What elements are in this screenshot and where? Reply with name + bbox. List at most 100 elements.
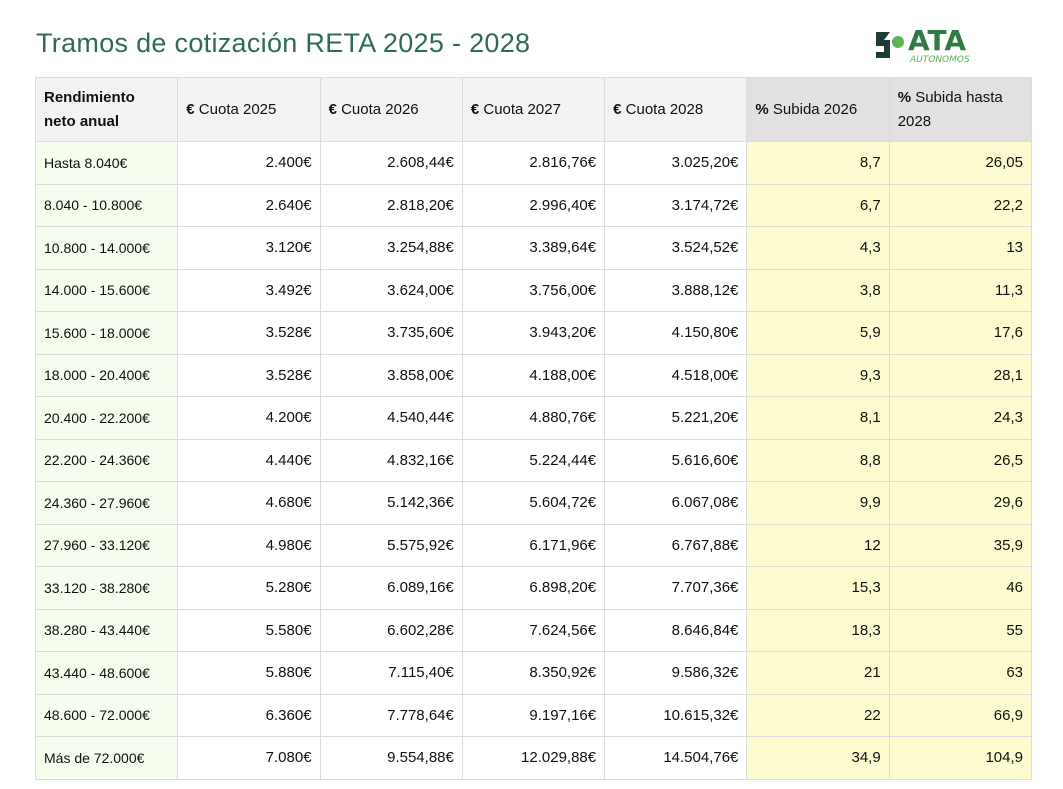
table-cell: 3.492€ xyxy=(177,268,321,312)
table-cell: 28,1 xyxy=(888,353,1033,397)
table-cell: 9.586,32€ xyxy=(604,651,748,695)
table-cell: 3.524,52€ xyxy=(604,226,748,270)
table-cell: 33.120 - 38.280€ xyxy=(34,566,179,610)
header-text: Subida hasta 2028 xyxy=(897,88,1003,130)
table-cell: 15,3 xyxy=(746,566,890,610)
table-cell: 4.200€ xyxy=(177,396,321,440)
column-header: € Cuota 2026 xyxy=(319,77,463,142)
table-cell: 63 xyxy=(888,651,1033,695)
header-strong: € xyxy=(470,100,480,118)
table-cell: 18,3 xyxy=(746,608,890,652)
table-cell: 6.067,08€ xyxy=(604,481,748,525)
table-cell: 2.400€ xyxy=(177,141,321,185)
table-cell: 2.608,44€ xyxy=(319,141,463,185)
table-cell: 29,6 xyxy=(888,481,1033,525)
table-cell: 3.888,12€ xyxy=(604,268,748,312)
table-row: Hasta 8.040€ 2.400€ 2.608,44€ 2.816,76€ 3.02… xyxy=(34,141,1033,185)
table-cell: 8.040 - 10.800€ xyxy=(34,183,179,227)
table-cell: 5.221,20€ xyxy=(604,396,748,440)
table-cell: 3,8 xyxy=(746,268,890,312)
table-cell: 9.554,88€ xyxy=(319,736,463,780)
table-cell: 5.142,36€ xyxy=(319,481,463,525)
title: Tramos de cotización RETA 2025 - 2028 xyxy=(36,28,531,58)
table-cell: 55 xyxy=(888,608,1033,652)
table-cell: 2.996,40€ xyxy=(461,183,606,227)
table-cell: 4.832,16€ xyxy=(319,438,463,482)
table-cell: 6.898,20€ xyxy=(461,566,606,610)
table-cell: 15.600 - 18.000€ xyxy=(34,311,179,355)
table-cell: 8,7 xyxy=(746,141,890,185)
table-cell: Más de 72.000€ xyxy=(34,736,179,780)
table-cell: 7.115,40€ xyxy=(319,651,463,695)
table-cell: 7.080€ xyxy=(177,736,321,780)
table-cell: 10.800 - 14.000€ xyxy=(34,226,179,270)
table-cell: 14.000 - 15.600€ xyxy=(34,268,179,312)
table-cell: 3.389,64€ xyxy=(461,226,606,270)
table-cell: 2.816,76€ xyxy=(461,141,606,185)
header-text: Cuota 2025 xyxy=(198,100,277,118)
table-row: 24.360 - 27.960€ 4.680€ 5.142,36€ 5.604,72€… xyxy=(34,481,1033,525)
table-cell: 24,3 xyxy=(888,396,1033,440)
table-cell: 26,05 xyxy=(888,141,1033,185)
table-cell: 3.528€ xyxy=(177,353,321,397)
table-cell: 20.400 - 22.200€ xyxy=(34,396,179,440)
header-row: Rendimiento neto anual € Cuota 2025 € Cuot… xyxy=(34,77,1033,142)
table-cell: 8.646,84€ xyxy=(604,608,748,652)
table-row: 38.280 - 43.440€ 5.580€ 6.602,28€ 7.624,56€… xyxy=(34,608,1033,652)
table-cell: 22 xyxy=(746,693,890,737)
table-cell: 3.756,00€ xyxy=(461,268,606,312)
column-header: % Subida 2026 xyxy=(746,77,890,142)
table-cell: 4.880,76€ xyxy=(461,396,606,440)
table-cell: 5.280€ xyxy=(177,566,321,610)
table-row: 43.440 - 48.600€ 5.880€ 7.115,40€ 8.350,92€… xyxy=(34,651,1033,695)
table-cell: 5.604,72€ xyxy=(461,481,606,525)
column-header: € Cuota 2025 xyxy=(177,77,321,142)
table-cell: 17,6 xyxy=(888,311,1033,355)
table-cell: 13 xyxy=(888,226,1033,270)
table-row: 18.000 - 20.400€ 3.528€ 3.858,00€ 4.188,00€… xyxy=(34,353,1033,397)
logo-name: ATA xyxy=(908,26,966,57)
table-cell: 26,5 xyxy=(888,438,1033,482)
header-strong: % xyxy=(755,100,769,118)
table-cell: 3.943,20€ xyxy=(461,311,606,355)
table-cell: 46 xyxy=(888,566,1033,610)
header-strong: € xyxy=(328,100,337,118)
table-cell: 12 xyxy=(746,523,890,567)
table-cell: 8,8 xyxy=(746,438,890,482)
header-text: Subida 2026 xyxy=(772,100,858,118)
table-row: 20.400 - 22.200€ 4.200€ 4.540,44€ 4.880,76€… xyxy=(34,396,1033,440)
table-cell: 3.528€ xyxy=(177,311,321,355)
table-cell: 7.624,56€ xyxy=(461,608,606,652)
table-cell: 7.778,64€ xyxy=(319,693,463,737)
table-cell: 6.171,96€ xyxy=(461,523,606,567)
column-header: Rendimiento neto anual xyxy=(34,77,179,142)
table-row: 15.600 - 18.000€ 3.528€ 3.735,60€ 3.943,20€… xyxy=(34,311,1033,355)
table-cell: 27.960 - 33.120€ xyxy=(34,523,179,567)
table-cell: 3.120€ xyxy=(177,226,321,270)
table-cell: 7.707,36€ xyxy=(604,566,748,610)
table-cell: 22,2 xyxy=(888,183,1033,227)
table-cell: 4.188,00€ xyxy=(461,353,606,397)
table-cell: 4.440€ xyxy=(177,438,321,482)
table-cell: 9,3 xyxy=(746,353,890,397)
table-cell: 22.200 - 24.360€ xyxy=(34,438,179,482)
table-row: 48.600 - 72.000€ 6.360€ 7.778,64€ 9.197,16€… xyxy=(34,693,1033,737)
table-cell: 104,9 xyxy=(888,736,1033,780)
table-cell: 8.350,92€ xyxy=(461,651,606,695)
header-text: Cuota 2027 xyxy=(483,100,561,118)
table-cell: 12.029,88€ xyxy=(461,736,606,780)
table-cell: 18.000 - 20.400€ xyxy=(34,353,179,397)
table-cell: 4.680€ xyxy=(177,481,321,525)
table-cell: 43.440 - 48.600€ xyxy=(34,651,179,695)
table-cell: 5.616,60€ xyxy=(604,438,748,482)
table-cell: 5.580€ xyxy=(177,608,321,652)
table-cell: 3.735,60€ xyxy=(319,311,463,355)
table-cell: 5.880€ xyxy=(177,651,321,695)
header-strong: % xyxy=(897,88,912,106)
table-cell: 4,3 xyxy=(746,226,890,270)
table-cell: 11,3 xyxy=(888,268,1033,312)
table-row: Más de 72.000€ 7.080€ 9.554,88€ 12.029,88€ 1… xyxy=(34,736,1033,780)
table-cell: 21 xyxy=(746,651,890,695)
table-cell: 6.089,16€ xyxy=(319,566,463,610)
